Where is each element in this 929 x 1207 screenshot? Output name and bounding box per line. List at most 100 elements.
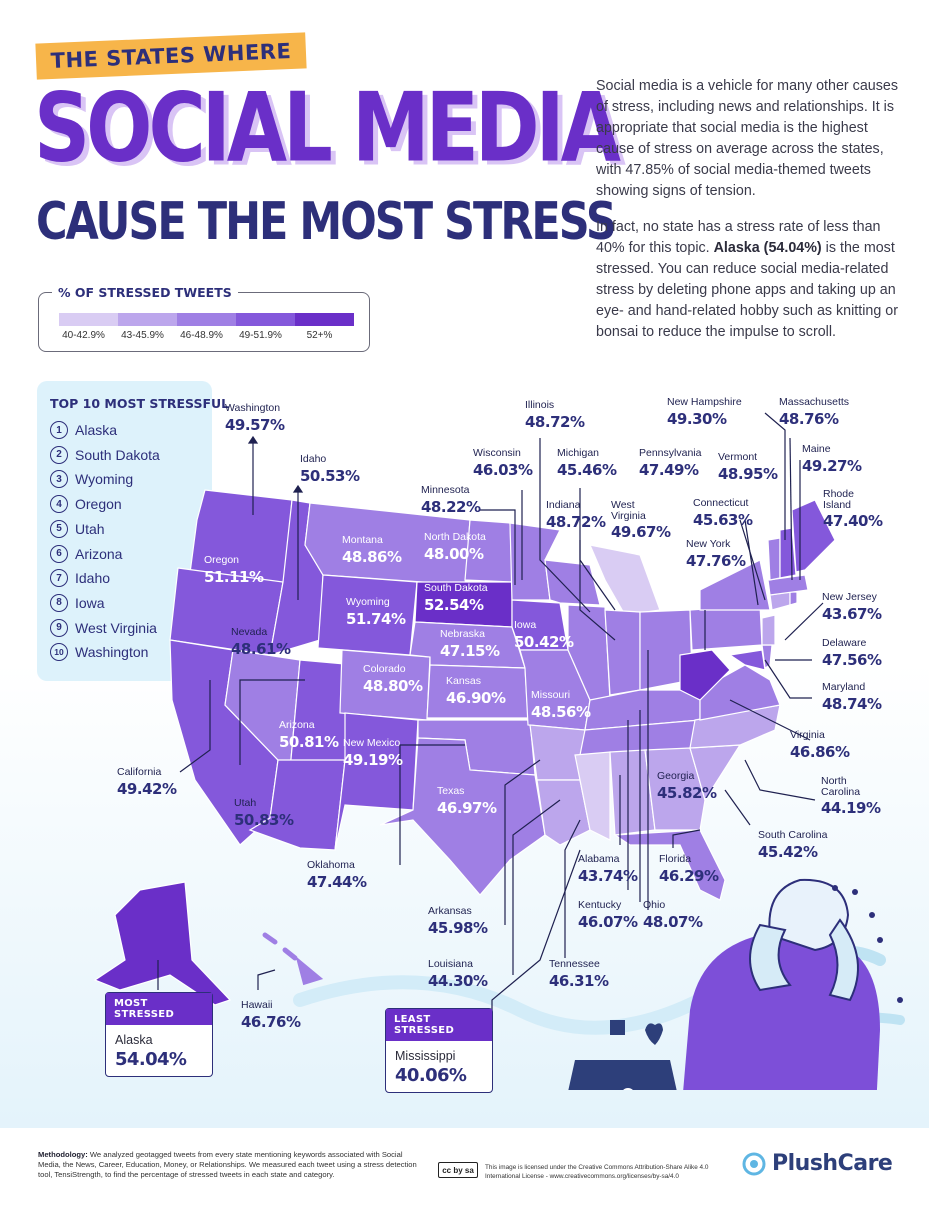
state-value: 48.72% — [525, 412, 585, 431]
state-name: Maryland — [822, 681, 866, 693]
state-georgia — [644, 747, 706, 831]
label-kentucky: Kentucky 46.07% — [578, 900, 638, 931]
legend-swatch-4 — [236, 313, 295, 326]
state-value: 46.03% — [473, 460, 533, 479]
top10-item: 2 South Dakota — [50, 445, 160, 465]
rank-name: Arizona — [75, 545, 123, 562]
state-value: 47.76% — [686, 551, 746, 570]
state-value: 46.31% — [549, 971, 609, 990]
label-massachusetts: Massachusetts 48.76% — [779, 397, 849, 427]
label-connecticut: Connecticut 45.63% — [693, 497, 753, 528]
brand-logo[interactable]: PlushCare — [742, 1151, 893, 1176]
cc-license-icon[interactable]: cc by sa — [438, 1162, 478, 1178]
intro-text-b: is the most stressed. You can reduce soc… — [596, 240, 899, 340]
label-ohio: Ohio 48.07% — [643, 900, 703, 930]
top10-item: 1 Alaska — [50, 420, 117, 440]
state-value: 49.57% — [225, 415, 285, 434]
label-montana: Montana 48.86% — [342, 535, 402, 565]
state-maine — [791, 499, 836, 573]
label-new-york: New York 47.76% — [686, 539, 746, 570]
state-value: 45.98% — [428, 918, 488, 937]
badge-state: Mississippi — [395, 1049, 456, 1063]
state-value: 44.30% — [428, 971, 488, 990]
rank-number: 7 — [50, 569, 68, 588]
state-texas — [379, 737, 546, 896]
state-indiana — [604, 609, 641, 696]
top10-item: 4 Oregon — [50, 494, 122, 514]
state-name: Idaho — [300, 453, 327, 465]
state-value: 46.29% — [659, 866, 719, 885]
rank-number: 5 — [50, 519, 68, 538]
kicker-text: THE STATES WHERE — [50, 38, 292, 74]
state-name: Arkansas — [428, 905, 472, 917]
state-value: 48.22% — [421, 497, 481, 516]
legend-swatch-5 — [295, 313, 354, 326]
top10-item: 7 Idaho — [50, 568, 110, 588]
top10-item: 5 Utah — [50, 519, 105, 539]
label-utah: Utah 50.83% — [234, 797, 294, 829]
license-text: This image is licensed under the Creativ… — [485, 1164, 709, 1180]
label-alabama: Alabama 43.74% — [578, 853, 638, 884]
footer — [0, 1128, 929, 1207]
state-value: 48.80% — [363, 676, 423, 695]
state-value: 47.44% — [307, 872, 367, 891]
state-value: 50.53% — [300, 466, 360, 485]
rank-number: 6 — [50, 544, 68, 563]
state-name: Maine — [802, 443, 831, 455]
state-pennsylvania — [689, 604, 763, 651]
state-value: 47.56% — [822, 650, 882, 669]
state-name: Iowa — [514, 619, 537, 631]
methodology-label: Methodology: — [38, 1150, 88, 1159]
state-name: Kansas — [446, 675, 482, 687]
state-value: 48.56% — [531, 702, 591, 721]
state-value: 49.30% — [667, 409, 727, 428]
legend-label-2: 43-45.9% — [121, 330, 164, 341]
legend-swatch-2 — [118, 313, 177, 326]
label-colorado: Colorado 48.80% — [363, 663, 423, 695]
label-wyoming: Wyoming 51.74% — [346, 597, 406, 628]
label-oklahoma: Oklahoma 47.44% — [307, 860, 367, 891]
state-value: 46.86% — [790, 742, 850, 761]
state-value: 46.07% — [578, 912, 638, 931]
state-name: Alabama — [578, 853, 620, 865]
state-value: 48.61% — [231, 639, 291, 658]
label-new-mexico: New Mexico 49.19% — [343, 738, 403, 768]
state-name: Virginia — [790, 729, 825, 741]
label-oregon: Oregon 51.11% — [204, 555, 264, 585]
state-value: 46.76% — [241, 1012, 301, 1031]
state-hawaii — [262, 932, 324, 986]
state-name: Nebraska — [440, 628, 485, 640]
us-map — [93, 412, 905, 1090]
state-name: Hawaii — [241, 999, 273, 1011]
top10-item: 9 West Virginia — [50, 618, 157, 638]
kicker-banner: THE STATES WHERE — [35, 32, 307, 80]
rank-name: Utah — [75, 520, 105, 537]
methodology-note: Methodology: We analyzed geotagged tweet… — [38, 1150, 418, 1180]
state-name: Pennsylvania — [639, 447, 702, 459]
state-name: Illinois — [525, 399, 555, 411]
state-name: Colorado — [363, 663, 406, 675]
page-subtitle: CAUSE THE MOST STRESS — [36, 192, 617, 252]
state-name: South Carolina — [758, 829, 828, 841]
top10-item: 3 Wyoming — [50, 469, 133, 489]
rank-name: West Virginia — [75, 619, 157, 636]
label-indiana: Indiana 48.72% — [546, 500, 606, 530]
state-value: 44.19% — [821, 799, 881, 817]
state-name: Connecticut — [693, 497, 749, 509]
rank-name: Alaska — [75, 422, 118, 438]
state-value: 50.83% — [234, 810, 294, 829]
label-michigan: Michigan 45.46% — [557, 447, 617, 478]
legend-title: % OF STRESSED TWEETS — [52, 285, 238, 300]
state-name: New Hampshire — [667, 396, 742, 408]
state-arkansas — [529, 724, 586, 781]
state-name: Utah — [234, 797, 257, 809]
state-name: Michigan — [557, 447, 600, 459]
state-value: 51.74% — [346, 609, 406, 628]
state-name: Minnesota — [421, 484, 470, 496]
state-value: 50.42% — [514, 632, 574, 651]
most-stressed-badge: MOST STRESSED Alaska 54.04% — [105, 992, 213, 1077]
rank-name: Iowa — [75, 594, 105, 611]
label-hawaii: Hawaii 46.76% — [241, 999, 301, 1031]
rank-name: South Dakota — [75, 446, 160, 463]
state-value: 49.67% — [611, 523, 671, 541]
